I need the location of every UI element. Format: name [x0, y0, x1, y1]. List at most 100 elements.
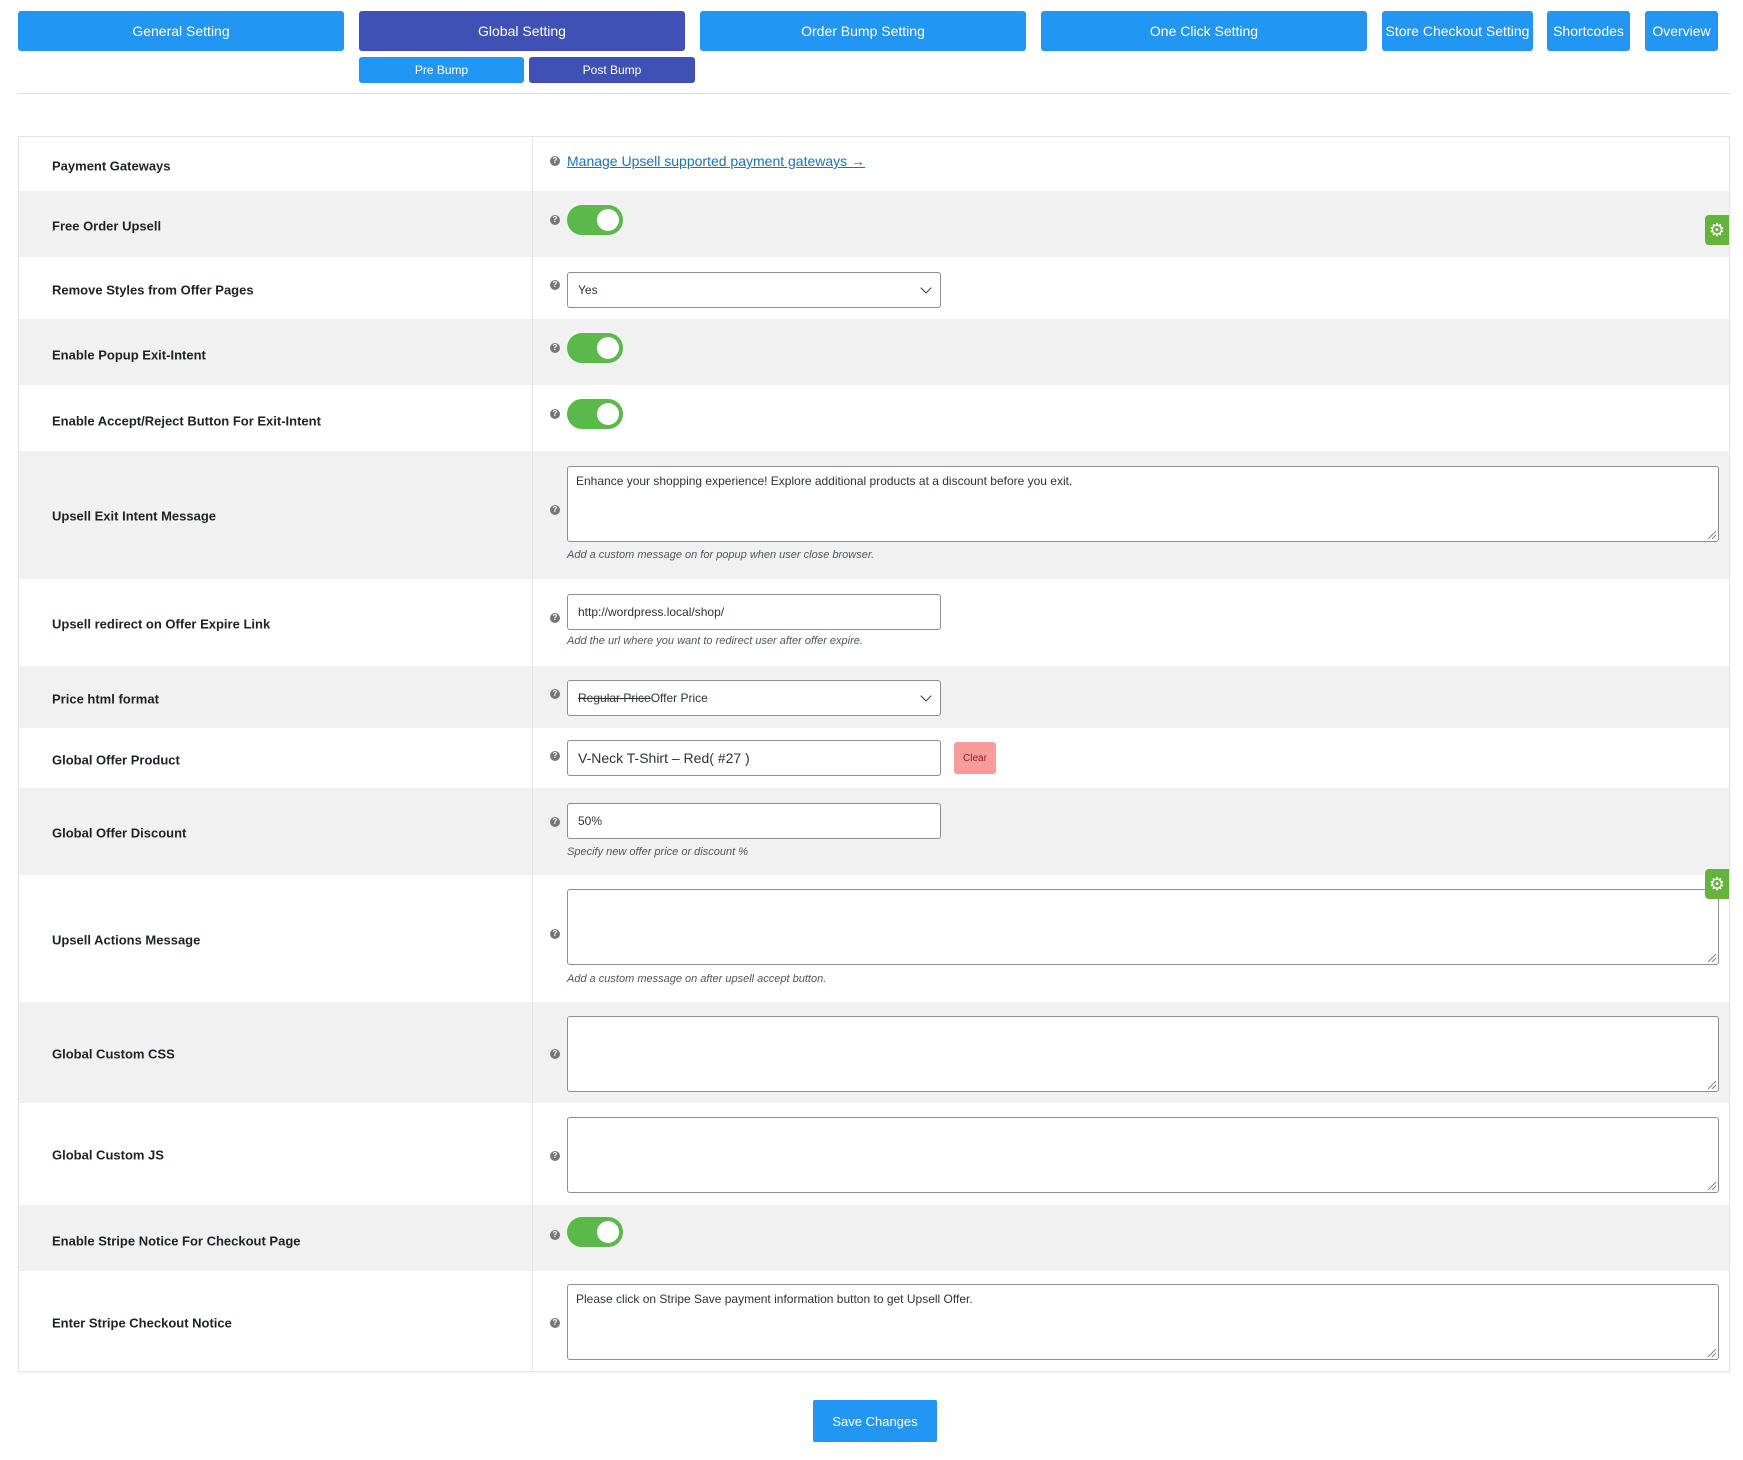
- resize-handle-icon[interactable]: [1708, 1349, 1716, 1357]
- custom-css-label: Global Custom CSS: [52, 1046, 175, 1062]
- global-offer-discount-description: Specify new offer price or discount %: [567, 846, 748, 858]
- tabs-divider: [18, 93, 1731, 94]
- row-exit-intent-message: Upsell Exit Intent Message ? Enhance you…: [19, 451, 1729, 579]
- help-icon: ?: [550, 409, 560, 419]
- gear-icon[interactable]: ⚙: [1705, 215, 1729, 245]
- accept-reject-exit-label: Enable Accept/Reject Button For Exit-Int…: [52, 413, 321, 429]
- toggle-knob: [597, 337, 619, 359]
- row-custom-css: Global Custom CSS ?: [19, 1002, 1729, 1103]
- expire-link-description: Add the url where you want to redirect u…: [567, 635, 863, 647]
- custom-js-textarea[interactable]: [567, 1117, 1719, 1193]
- actions-message-label: Upsell Actions Message: [52, 932, 201, 948]
- remove-styles-select[interactable]: Yes: [567, 272, 941, 308]
- global-offer-product-label: Global Offer Product: [52, 752, 180, 768]
- popup-exit-intent-toggle[interactable]: [567, 333, 623, 363]
- accept-reject-exit-toggle[interactable]: [567, 399, 623, 429]
- row-global-offer-discount: Global Offer Discount ? 50% Specify new …: [19, 788, 1729, 875]
- value-cell: [532, 257, 1729, 319]
- resize-handle-icon[interactable]: [1708, 954, 1716, 962]
- value-cell: [532, 137, 1729, 191]
- value-cell: [532, 451, 1729, 579]
- remove-styles-label: Remove Styles from Offer Pages: [52, 282, 254, 298]
- value-cell: [532, 728, 1729, 788]
- payment-gateways-label: Payment Gateways: [52, 158, 171, 174]
- toggle-knob: [597, 209, 619, 231]
- row-free-order-upsell: Free Order Upsell ? ⚙: [19, 191, 1729, 257]
- row-payment-gateways: Payment Gateways ? Manage Upsell support…: [19, 137, 1729, 191]
- global-offer-product-value: V-Neck T-Shirt – Red( #27 ): [578, 750, 750, 766]
- resize-handle-icon[interactable]: [1708, 1081, 1716, 1089]
- tab-store-checkout-setting[interactable]: Store Checkout Setting: [1382, 11, 1533, 51]
- tab-general-setting[interactable]: General Setting: [18, 11, 344, 51]
- value-cell: [532, 191, 1729, 257]
- help-icon: ?: [550, 689, 560, 699]
- expire-link-value: http://wordpress.local/shop/: [578, 605, 725, 619]
- clear-button[interactable]: Clear: [954, 742, 996, 774]
- gear-icon[interactable]: ⚙: [1705, 869, 1729, 899]
- global-offer-product-input[interactable]: V-Neck T-Shirt – Red( #27 ): [567, 740, 941, 776]
- global-offer-discount-value: 50%: [578, 814, 603, 828]
- row-expire-link: Upsell redirect on Offer Expire Link ? h…: [19, 579, 1729, 666]
- row-remove-styles: Remove Styles from Offer Pages ? Yes: [19, 257, 1729, 319]
- stripe-checkout-notice-value: Please click on Stripe Save payment info…: [576, 1292, 973, 1306]
- exit-intent-message-description: Add a custom message on for popup when u…: [567, 549, 875, 561]
- help-icon: ?: [550, 156, 560, 166]
- actions-message-description: Add a custom message on after upsell acc…: [567, 973, 827, 985]
- stripe-notice-enable-label: Enable Stripe Notice For Checkout Page: [52, 1233, 301, 1249]
- subtab-post-bump[interactable]: Post Bump: [529, 57, 695, 83]
- exit-intent-message-textarea[interactable]: Enhance your shopping experience! Explor…: [567, 466, 1719, 542]
- chevron-down-icon: [920, 282, 932, 294]
- resize-handle-icon[interactable]: [1708, 531, 1716, 539]
- help-icon: ?: [550, 929, 560, 939]
- manage-gateways-link[interactable]: Manage Upsell supported payment gateways…: [567, 153, 866, 169]
- value-cell: [532, 666, 1729, 728]
- value-cell: [532, 319, 1729, 385]
- value-cell: [532, 579, 1729, 666]
- tab-shortcodes[interactable]: Shortcodes: [1547, 11, 1630, 51]
- popup-exit-intent-label: Enable Popup Exit-Intent: [52, 347, 206, 363]
- tab-order-bump-setting[interactable]: Order Bump Setting: [700, 11, 1026, 51]
- help-icon: ?: [550, 751, 560, 761]
- custom-js-label: Global Custom JS: [52, 1147, 164, 1163]
- custom-css-textarea[interactable]: [567, 1016, 1719, 1092]
- value-cell: [532, 1205, 1729, 1271]
- row-price-html-format: Price html format ? Regular Price Offer …: [19, 666, 1729, 728]
- regular-price-text: Regular Price: [578, 691, 651, 705]
- free-order-upsell-label: Free Order Upsell: [52, 218, 162, 234]
- help-icon: ?: [550, 1049, 560, 1059]
- price-html-format-select[interactable]: Regular Price Offer Price: [567, 680, 941, 716]
- help-icon: ?: [550, 817, 560, 827]
- row-actions-message: Upsell Actions Message ? Add a custom me…: [19, 869, 1729, 1002]
- help-icon: ?: [550, 1230, 560, 1240]
- remove-styles-value: Yes: [578, 283, 598, 297]
- resize-handle-icon[interactable]: [1708, 1182, 1716, 1190]
- tab-global-setting[interactable]: Global Setting: [359, 11, 685, 51]
- tab-one-click-setting[interactable]: One Click Setting: [1041, 11, 1367, 51]
- chevron-down-icon: [920, 690, 932, 702]
- value-cell: [532, 1103, 1729, 1205]
- stripe-checkout-notice-textarea[interactable]: Please click on Stripe Save payment info…: [567, 1284, 1719, 1360]
- help-icon: ?: [550, 505, 560, 515]
- row-global-offer-product: Global Offer Product ? V-Neck T-Shirt – …: [19, 728, 1729, 788]
- stripe-notice-toggle[interactable]: [567, 1217, 623, 1247]
- row-custom-js: Global Custom JS ?: [19, 1103, 1729, 1205]
- row-stripe-checkout-notice: Enter Stripe Checkout Notice ? Please cl…: [19, 1271, 1729, 1371]
- toggle-knob: [597, 1221, 619, 1243]
- tab-overview[interactable]: Overview: [1645, 11, 1718, 51]
- global-offer-discount-input[interactable]: 50%: [567, 803, 941, 839]
- exit-intent-message-value: Enhance your shopping experience! Explor…: [576, 474, 1073, 488]
- exit-intent-message-label: Upsell Exit Intent Message: [52, 508, 216, 524]
- global-offer-discount-label: Global Offer Discount: [52, 825, 187, 841]
- save-changes-button[interactable]: Save Changes: [813, 1400, 937, 1442]
- subtab-pre-bump[interactable]: Pre Bump: [359, 57, 524, 83]
- expire-link-input[interactable]: http://wordpress.local/shop/: [567, 594, 941, 630]
- actions-message-textarea[interactable]: [567, 889, 1719, 965]
- help-icon: ?: [550, 1318, 560, 1328]
- expire-link-label: Upsell redirect on Offer Expire Link: [52, 616, 271, 632]
- value-cell: [532, 788, 1729, 875]
- free-order-upsell-toggle[interactable]: [567, 205, 623, 235]
- price-html-format-label: Price html format: [52, 691, 159, 707]
- value-cell: [532, 1002, 1729, 1103]
- help-icon: ?: [550, 1151, 560, 1161]
- value-cell: [532, 1271, 1729, 1371]
